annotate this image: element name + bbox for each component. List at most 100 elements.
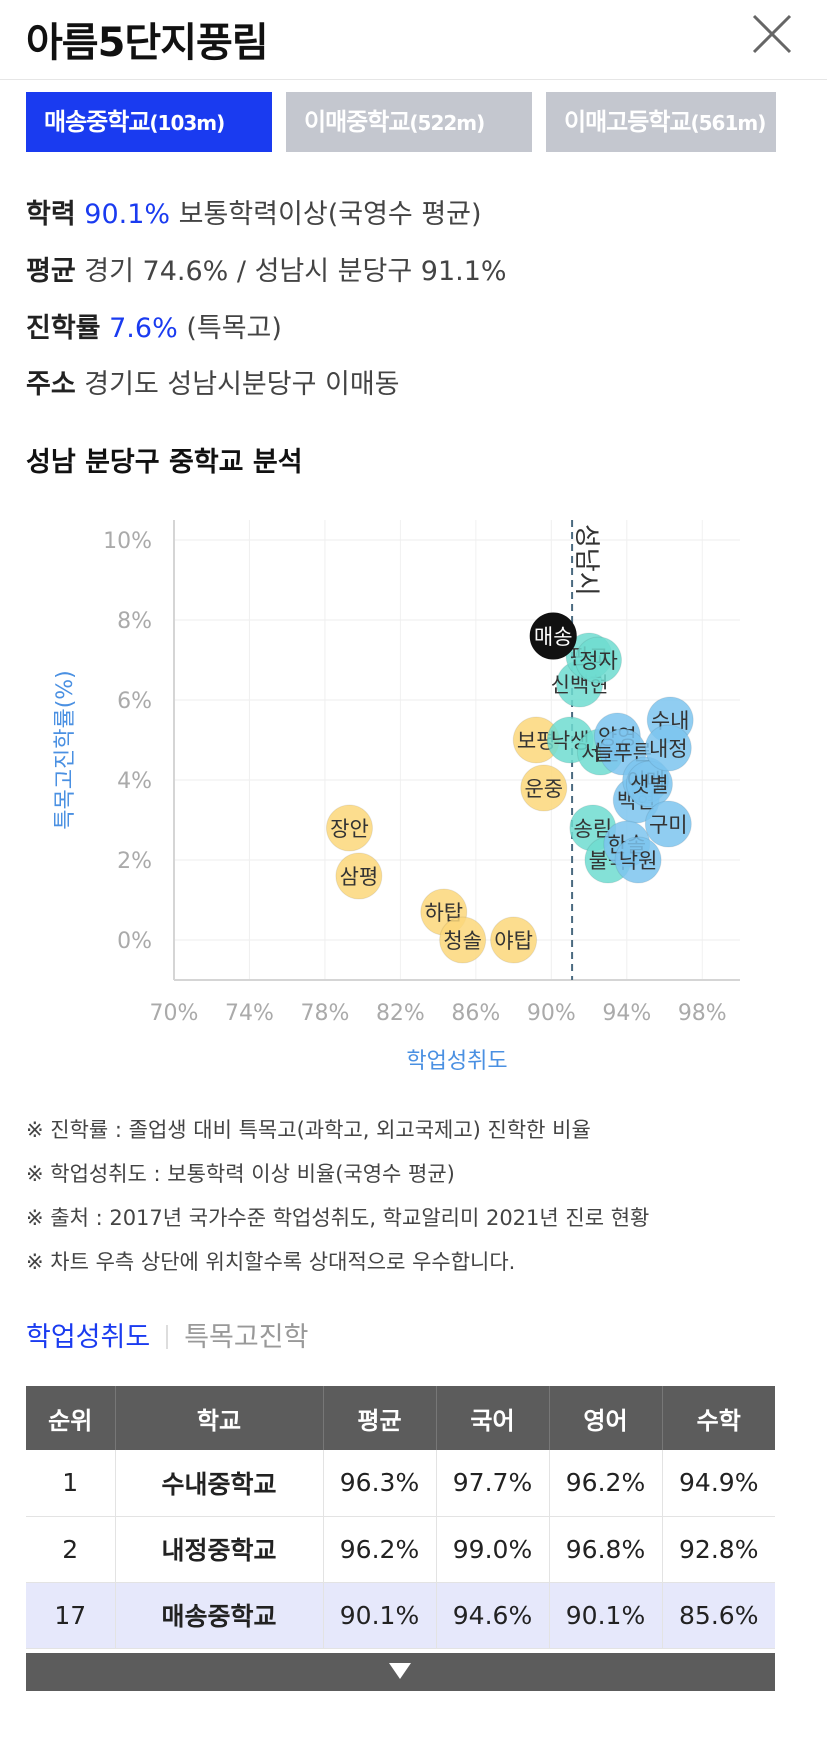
data-point-label: 장안	[330, 817, 369, 841]
expand-more-button[interactable]	[26, 1653, 775, 1691]
cell-korean: 99.0%	[436, 1516, 550, 1583]
y-axis-title: 특목고진학률(%)	[53, 670, 78, 830]
cell-average: 96.2%	[323, 1516, 437, 1583]
x-tick-label: 74%	[225, 1001, 274, 1026]
cell-average: 96.3%	[323, 1450, 437, 1517]
cell-english: 96.8%	[549, 1516, 663, 1583]
data-point	[335, 852, 383, 900]
academic-desc: 보통학력이상(국영수 평균)	[178, 199, 482, 230]
triangle-down-icon	[389, 1663, 411, 1679]
info-label: 진학률	[26, 313, 101, 344]
col-school: 학교	[115, 1386, 324, 1450]
close-button[interactable]	[748, 10, 796, 58]
tab-distance: (522m)	[409, 111, 485, 135]
ranking-tabs: 학업성취도 특목고진학	[26, 1315, 308, 1354]
info-average: 평균 경기 74.6% / 성남시 분당구 91.1%	[26, 249, 507, 288]
data-point-label: 정자	[579, 649, 618, 673]
data-point	[644, 724, 692, 772]
table-row: 2 내정중학교 96.2% 99.0% 96.8% 92.8%	[26, 1516, 775, 1583]
advance-desc: (특목고)	[186, 313, 282, 344]
y-tick-label: 8%	[117, 609, 152, 634]
data-point	[575, 636, 622, 684]
x-tick-label: 70%	[150, 1001, 199, 1026]
y-tick-label: 0%	[117, 929, 152, 954]
data-point-label: 매송	[534, 625, 573, 649]
y-tick-label: 6%	[117, 689, 152, 714]
info-label: 평균	[26, 256, 76, 287]
cell-school: 수내중학교	[115, 1450, 324, 1517]
tab-label: 이매중학교	[304, 108, 410, 136]
note-item: ※ 출처 : 2017년 국가수준 학업성취도, 학교알리미 2021년 진로 …	[26, 1206, 650, 1230]
cell-math: 94.9%	[662, 1450, 775, 1517]
close-icon	[752, 14, 792, 54]
cell-school: 내정중학교	[115, 1516, 324, 1583]
col-average: 평균	[323, 1386, 437, 1450]
y-tick-label: 2%	[117, 849, 152, 874]
x-tick-label: 78%	[300, 1001, 349, 1026]
note-item: ※ 차트 우측 상단에 위치할수록 상대적으로 우수합니다.	[26, 1250, 516, 1274]
info-advance: 진학률 7.6% (특목고)	[26, 306, 282, 345]
data-point-label: 야탑	[494, 929, 533, 953]
tab-distance: (561m)	[690, 111, 766, 135]
tab-academic-achievement[interactable]: 학업성취도	[26, 1322, 151, 1353]
tab-label: 매송중학교	[44, 108, 150, 136]
info-label: 주소	[26, 369, 76, 400]
data-point	[644, 800, 692, 848]
data-point	[490, 916, 538, 964]
data-point	[614, 836, 662, 884]
school-tabs: 매송중학교(103m) 이매중학교(522m) 이매고등학교(561m)	[26, 92, 776, 152]
note-item: ※ 학업성취도 : 보통학력 이상 비율(국영수 평균)	[26, 1162, 455, 1186]
x-tick-label: 82%	[376, 1001, 425, 1026]
info-address: 주소 경기도 성남시분당구 이매동	[26, 362, 400, 401]
tab-special-school-advance[interactable]: 특목고진학	[184, 1322, 309, 1353]
tab-imae-high[interactable]: 이매고등학교(561m)	[546, 92, 776, 152]
data-point-label: 구미	[649, 813, 688, 837]
cell-korean: 97.7%	[436, 1450, 550, 1517]
tab-imae-middle[interactable]: 이매중학교(522m)	[286, 92, 532, 152]
analysis-title: 성남 분당구 중학교 분석	[26, 447, 303, 478]
address-text: 경기도 성남시분당구 이매동	[84, 369, 400, 400]
page-title: 아름5단지풍림	[26, 20, 269, 66]
cell-english: 90.1%	[549, 1582, 663, 1649]
cell-korean: 94.6%	[436, 1582, 550, 1649]
cell-rank: 1	[26, 1450, 116, 1517]
data-point	[439, 916, 487, 964]
y-tick-label: 4%	[117, 769, 152, 794]
average-text: 경기 74.6% / 성남시 분당구 91.1%	[84, 256, 507, 287]
data-point-label: 삼평	[340, 865, 379, 889]
reference-line-label: 성남시	[571, 524, 601, 596]
x-tick-label: 90%	[527, 1001, 576, 1026]
table-row-current-school: 17 매송중학교 90.1% 94.6% 90.1% 85.6%	[26, 1582, 775, 1649]
ranking-table: 순위 학교 평균 국어 영어 수학 1 수내중학교 96.3% 97.7% 96…	[26, 1386, 775, 1649]
info-label: 학력	[26, 199, 76, 230]
col-rank: 순위	[26, 1386, 116, 1450]
tab-divider	[166, 1325, 169, 1349]
tab-maesong[interactable]: 매송중학교(103m)	[26, 92, 272, 152]
note-item: ※ 진학률 : 졸업생 대비 특목고(과학고, 외고국제고) 진학한 비율	[26, 1118, 591, 1142]
y-tick-label: 10%	[103, 529, 152, 554]
academic-value: 90.1%	[84, 199, 171, 230]
cell-english: 96.2%	[549, 1450, 663, 1517]
scatter-chart: 10% 8% 6% 4% 2% 0% 70% 74% 78% 82% 86% 90% 94% 98% 학업성…	[53, 520, 740, 1074]
col-korean: 국어	[436, 1386, 550, 1450]
x-tick-label: 86%	[451, 1001, 500, 1026]
data-point	[325, 804, 373, 852]
info-academic: 학력 90.1% 보통학력이상(국영수 평균)	[26, 192, 482, 231]
cell-average: 90.1%	[323, 1582, 437, 1649]
tab-distance: (103m)	[149, 111, 225, 135]
cell-rank: 2	[26, 1516, 116, 1583]
header: 아름5단지풍림	[0, 0, 827, 80]
x-axis-title: 학업성취도	[406, 1049, 507, 1074]
table-row: 1 수내중학교 96.3% 97.7% 96.2% 94.9%	[26, 1450, 775, 1517]
data-point-label: 낙원	[619, 849, 658, 873]
data-point	[529, 612, 577, 660]
cell-math: 92.8%	[662, 1516, 775, 1583]
notes: ※ 진학률 : 졸업생 대비 특목고(과학고, 외고국제고) 진학한 비율 ※ …	[26, 1112, 649, 1288]
data-point-label: 청솔	[443, 929, 482, 953]
cell-rank: 17	[26, 1582, 116, 1649]
x-tick-label: 98%	[678, 1001, 727, 1026]
col-math: 수학	[662, 1386, 775, 1450]
data-point-label: 샛별	[630, 773, 669, 797]
cell-school: 매송중학교	[115, 1582, 324, 1649]
x-tick-label: 94%	[602, 1001, 651, 1026]
